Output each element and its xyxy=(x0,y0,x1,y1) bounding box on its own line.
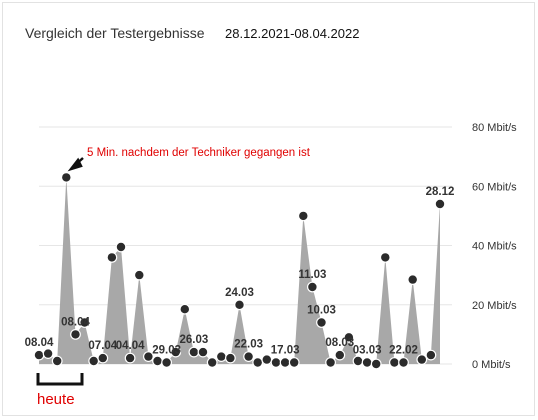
data-point[interactable] xyxy=(106,251,118,263)
data-point[interactable] xyxy=(316,317,327,328)
data-label: 03.03 xyxy=(353,345,382,357)
data-point[interactable] xyxy=(51,355,63,367)
data-point[interactable] xyxy=(79,317,90,328)
data-point[interactable] xyxy=(425,349,437,361)
data-point[interactable] xyxy=(416,354,428,366)
data-point[interactable] xyxy=(70,329,81,340)
date-range: 28.12.2021-08.04.2022 xyxy=(225,26,360,41)
data-point[interactable] xyxy=(234,299,245,311)
data-label: 08.04 xyxy=(25,337,54,349)
data-label: 29.03 xyxy=(152,345,181,357)
data-points xyxy=(33,171,446,370)
data-point[interactable] xyxy=(97,352,109,364)
data-point[interactable] xyxy=(288,357,300,368)
data-point[interactable] xyxy=(188,346,200,358)
data-label: 28.12 xyxy=(426,186,455,198)
data-point[interactable] xyxy=(161,357,173,368)
data-point[interactable] xyxy=(197,346,209,358)
data-point[interactable] xyxy=(33,349,45,361)
data-point[interactable] xyxy=(224,352,236,364)
data-point[interactable] xyxy=(115,241,127,253)
data-point[interactable] xyxy=(88,355,100,367)
data-label: 11.03 xyxy=(298,269,326,281)
data-label: 24.03 xyxy=(225,287,254,299)
data-point[interactable] xyxy=(252,357,264,368)
today-label: heute xyxy=(37,391,75,408)
technician-annotation: 5 Min. nachdem der Techniker gegangen is… xyxy=(67,147,311,172)
today-bracket: heute xyxy=(36,373,84,408)
data-point[interactable] xyxy=(170,346,182,358)
data-point[interactable] xyxy=(370,358,382,370)
data-point[interactable] xyxy=(361,357,373,368)
data-label: 22.02 xyxy=(389,345,418,357)
data-point[interactable] xyxy=(152,355,163,367)
data-point[interactable] xyxy=(279,357,291,368)
data-point[interactable] xyxy=(215,351,227,363)
data-point[interactable] xyxy=(379,251,391,263)
data-point[interactable] xyxy=(60,171,72,183)
data-point[interactable] xyxy=(243,351,255,363)
data-point[interactable] xyxy=(133,269,145,281)
data-point[interactable] xyxy=(334,349,346,361)
y-tick-label: 40 Mbit/s xyxy=(472,241,517,253)
data-point[interactable] xyxy=(407,274,419,286)
data-point[interactable] xyxy=(325,357,337,368)
data-label: 22.03 xyxy=(234,339,263,351)
annotation-arrow-icon xyxy=(67,157,84,172)
y-axis-ticks: 0 Mbit/s 20 Mbit/s 40 Mbit/s 60 Mbit/s 80 Mb… xyxy=(472,122,517,371)
data-label: 07.04 xyxy=(88,340,117,352)
data-label: 04.04 xyxy=(116,340,145,352)
y-tick-label: 60 Mbit/s xyxy=(472,181,517,193)
speed-area xyxy=(39,177,440,364)
y-tick-label: 20 Mbit/s xyxy=(472,300,517,312)
data-label: 10.03 xyxy=(307,305,336,317)
data-point[interactable] xyxy=(434,198,446,210)
data-point[interactable] xyxy=(206,357,218,368)
data-point[interactable] xyxy=(142,351,154,363)
data-label: 08.04 xyxy=(61,316,90,328)
chart-title: Vergleich der Testergebnisse xyxy=(25,25,205,41)
y-tick-label: 0 Mbit/s xyxy=(472,359,511,371)
data-point[interactable] xyxy=(297,210,309,222)
data-point[interactable] xyxy=(42,348,54,360)
chart-card: Vergleich der Testergebnisse 28.12.2021-… xyxy=(2,2,535,416)
data-point[interactable] xyxy=(307,281,318,293)
data-point[interactable] xyxy=(124,352,136,364)
annotation-text: 5 Min. nachdem der Techniker gegangen is… xyxy=(87,147,311,159)
data-point[interactable] xyxy=(179,303,191,315)
data-point[interactable] xyxy=(343,331,355,343)
data-label: 26.03 xyxy=(180,334,209,346)
data-label: 08.03 xyxy=(325,337,354,349)
data-point[interactable] xyxy=(398,357,409,368)
data-point[interactable] xyxy=(389,357,400,368)
data-point[interactable] xyxy=(352,355,364,367)
data-point[interactable] xyxy=(270,357,282,368)
y-tick-label: 80 Mbit/s xyxy=(472,122,517,134)
data-label: 17.03 xyxy=(271,345,300,357)
today-bracket-shape xyxy=(36,373,84,386)
